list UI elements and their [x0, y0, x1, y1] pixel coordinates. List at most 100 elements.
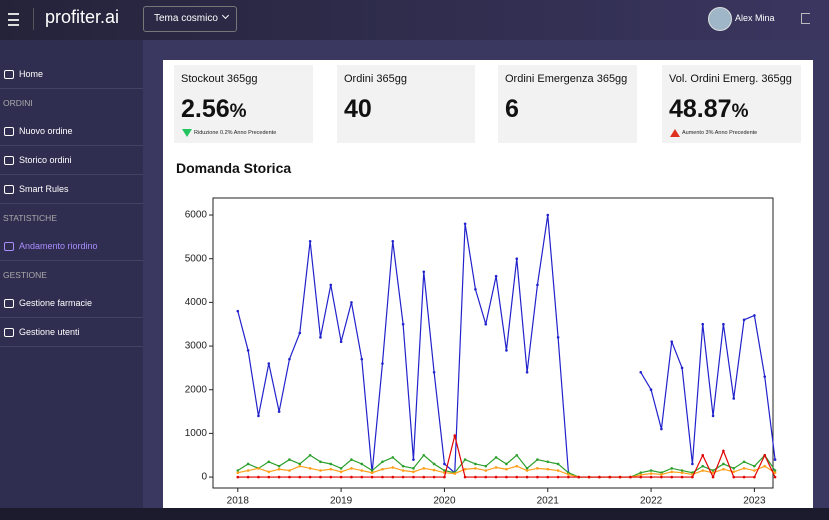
- data-point: [753, 469, 756, 472]
- data-point: [329, 467, 333, 471]
- data-point: [494, 274, 498, 278]
- nav-item[interactable]: Gestione utenti: [0, 318, 143, 347]
- series-line: [640, 314, 776, 465]
- data-point: [339, 340, 343, 343]
- nav-item[interactable]: Storico ordini: [0, 146, 143, 175]
- data-point: [329, 475, 333, 479]
- data-point: [484, 322, 488, 326]
- data-point: [670, 467, 674, 470]
- data-point: [722, 467, 725, 471]
- y-tick-label: 0: [201, 472, 207, 483]
- data-point: [505, 467, 508, 471]
- theme-select[interactable]: Tema cosmico: [143, 6, 237, 32]
- data-point: [463, 475, 467, 479]
- data-point: [360, 462, 364, 466]
- nav-item[interactable]: Home: [0, 60, 143, 89]
- data-point: [722, 449, 725, 453]
- data-point: [701, 469, 705, 472]
- data-point: [319, 336, 322, 339]
- logout-button[interactable]: [801, 13, 810, 24]
- data-point: [246, 469, 250, 472]
- nav-item[interactable]: Gestione farmacie: [0, 289, 143, 318]
- data-point: [722, 462, 725, 466]
- data-point: [308, 239, 312, 243]
- data-point: [277, 475, 281, 479]
- sidebar: Home ORDINI Nuovo ordine Storico ordini Smar…: [0, 40, 143, 508]
- data-point: [680, 469, 684, 472]
- data-point: [319, 475, 322, 479]
- data-point: [463, 458, 467, 461]
- data-point: [308, 453, 312, 457]
- data-point: [494, 466, 498, 469]
- data-point: [381, 475, 384, 479]
- data-point: [412, 470, 415, 474]
- data-point: [401, 475, 405, 479]
- kpi-card: Ordini Emergenza 365gg 6: [498, 65, 637, 143]
- data-point: [763, 453, 767, 457]
- data-point: [277, 410, 281, 413]
- data-point: [773, 471, 777, 475]
- data-point: [339, 475, 343, 479]
- kpi-number: 48.87: [669, 95, 732, 123]
- data-point: [546, 467, 550, 471]
- kpi-unit: %: [229, 101, 247, 122]
- kpi-value: 2.56%: [181, 95, 247, 124]
- data-point: [536, 283, 539, 287]
- series-line: [237, 214, 570, 474]
- data-point: [257, 475, 260, 479]
- data-point: [773, 469, 777, 472]
- data-point: [753, 475, 756, 479]
- data-point: [742, 467, 746, 470]
- data-point: [670, 340, 674, 343]
- data-point: [267, 362, 271, 365]
- nav-section: GESTIONE: [3, 270, 47, 280]
- data-point: [267, 470, 271, 474]
- data-point: [711, 469, 715, 472]
- data-point: [463, 467, 467, 471]
- data-point: [308, 467, 312, 470]
- nav-item[interactable]: Andamento riordino: [0, 232, 143, 261]
- data-point: [763, 375, 767, 378]
- user-name[interactable]: Alex Mina: [735, 13, 775, 23]
- kpi-title: Vol. Ordini Emerg. 365gg: [669, 73, 792, 85]
- nav-item[interactable]: Nuovo ordine: [0, 117, 143, 146]
- y-tick-label: 2000: [185, 384, 208, 395]
- top-bar: profiter.ai Tema cosmico Alex Mina: [0, 0, 829, 40]
- data-point: [598, 475, 601, 479]
- data-point: [453, 434, 457, 437]
- theme-label: Tema cosmico: [154, 13, 218, 24]
- data-point: [505, 475, 508, 479]
- data-point: [701, 464, 705, 468]
- avatar[interactable]: [708, 7, 732, 31]
- data-point: [660, 427, 663, 431]
- kpi-number: 40: [344, 95, 372, 123]
- y-tick-label: 3000: [185, 341, 208, 352]
- data-point: [556, 336, 560, 339]
- data-point: [639, 473, 643, 477]
- brand: profiter.ai: [45, 7, 120, 27]
- data-point: [670, 475, 674, 479]
- data-point: [711, 414, 715, 418]
- data-point: [422, 453, 426, 457]
- data-point: [422, 270, 426, 274]
- data-point: [546, 460, 550, 464]
- data-point: [236, 471, 240, 475]
- data-point: [350, 467, 353, 470]
- data-point: [732, 397, 736, 400]
- data-point: [556, 462, 560, 466]
- data-point: [680, 475, 684, 479]
- menu-button[interactable]: [8, 13, 19, 26]
- data-point: [401, 464, 405, 468]
- data-point: [236, 469, 240, 472]
- data-point: [649, 472, 653, 475]
- data-point: [536, 467, 539, 470]
- data-point: [722, 322, 725, 326]
- x-tick-label: 2022: [640, 496, 663, 507]
- data-point: [701, 453, 705, 457]
- data-point: [370, 471, 374, 475]
- data-point: [391, 456, 395, 459]
- nav-item[interactable]: Smart Rules: [0, 175, 143, 204]
- data-point: [360, 475, 364, 479]
- kpi-card: Vol. Ordini Emerg. 365gg 48.87% Aumento 3%…: [662, 65, 801, 143]
